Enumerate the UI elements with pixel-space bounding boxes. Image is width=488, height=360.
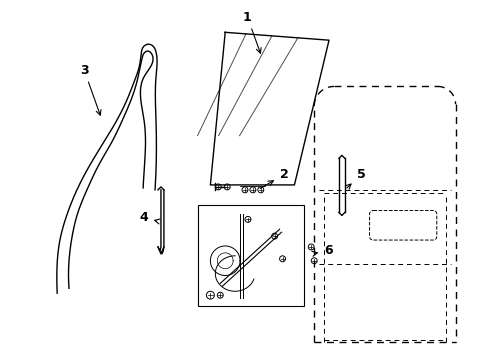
Text: 1: 1 — [243, 10, 261, 53]
FancyBboxPatch shape — [369, 211, 436, 240]
Text: 3: 3 — [80, 64, 101, 115]
Text: 6: 6 — [311, 244, 332, 257]
Text: 4: 4 — [139, 211, 160, 224]
Text: 2: 2 — [260, 168, 288, 188]
Bar — [197, 204, 304, 306]
Text: 5: 5 — [345, 168, 365, 189]
